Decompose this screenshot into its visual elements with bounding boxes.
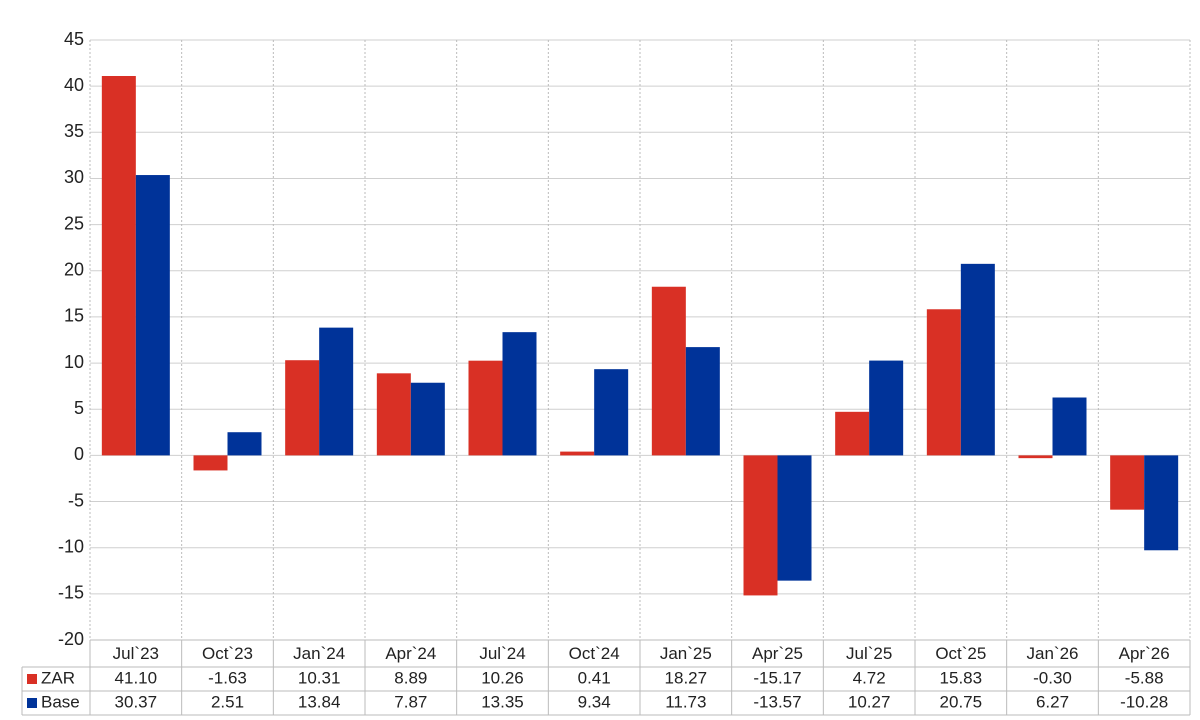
- table-value: 41.10: [115, 668, 158, 687]
- table-value: 10.31: [298, 668, 341, 687]
- y-tick-label: -10: [58, 536, 84, 556]
- bar: [502, 332, 537, 456]
- bar: [101, 76, 136, 456]
- bar: [193, 455, 228, 471]
- y-tick-label: -15: [58, 583, 84, 603]
- table-value: -13.57: [753, 692, 801, 711]
- table-value: 18.27: [665, 668, 708, 687]
- x-tick-label: Apr`24: [385, 644, 436, 663]
- y-tick-label: 35: [64, 121, 84, 141]
- bar: [1144, 455, 1179, 551]
- table-value: 11.73: [665, 692, 706, 711]
- bar: [1052, 397, 1087, 456]
- y-tick-label: 45: [64, 29, 84, 49]
- x-tick-label: Oct`25: [935, 644, 986, 663]
- x-tick-label: Oct`23: [202, 644, 253, 663]
- y-tick-label: -5: [68, 490, 84, 510]
- table-value: 30.37: [115, 692, 158, 711]
- y-tick-label: 0: [74, 444, 84, 464]
- bar: [594, 369, 629, 456]
- y-tick-label: 20: [64, 260, 84, 280]
- bar: [410, 382, 445, 456]
- y-tick-label: -20: [58, 629, 84, 649]
- bar: [319, 327, 354, 456]
- bar: [135, 175, 170, 456]
- legend-label: ZAR: [41, 668, 75, 687]
- bar: [685, 347, 720, 456]
- table-value: 10.26: [481, 668, 524, 687]
- table-value: -5.88: [1125, 668, 1164, 687]
- bar: [1018, 455, 1053, 459]
- bar: [743, 455, 778, 596]
- table-value: 4.72: [853, 668, 886, 687]
- y-tick-label: 15: [64, 306, 84, 326]
- table-value: 8.89: [394, 668, 427, 687]
- table-value: 13.84: [298, 692, 341, 711]
- bar: [1110, 455, 1145, 510]
- table-value: -10.28: [1120, 692, 1168, 711]
- bar: [285, 360, 320, 456]
- table-value: 10.27: [848, 692, 891, 711]
- y-tick-label: 30: [64, 167, 84, 187]
- bar: [560, 451, 595, 456]
- table-value: 6.27: [1036, 692, 1069, 711]
- y-tick-label: 25: [64, 213, 84, 233]
- x-tick-label: Oct`24: [569, 644, 620, 663]
- bar: [777, 455, 812, 581]
- x-tick-label: Jan`26: [1027, 644, 1079, 663]
- table-value: 20.75: [940, 692, 983, 711]
- x-tick-label: Apr`25: [752, 644, 803, 663]
- bar: [468, 360, 503, 456]
- table-value: -15.17: [753, 668, 801, 687]
- x-tick-label: Apr`26: [1119, 644, 1170, 663]
- table-value: 7.87: [394, 692, 427, 711]
- bar: [926, 309, 961, 456]
- table-value: -1.63: [208, 668, 247, 687]
- legend-swatch: [27, 674, 37, 684]
- bar: [869, 360, 904, 456]
- table-value: -0.30: [1033, 668, 1072, 687]
- table-value: 2.51: [211, 692, 244, 711]
- legend-label: Base: [41, 692, 80, 711]
- legend-swatch: [27, 698, 37, 708]
- table-value: 15.83: [940, 668, 983, 687]
- bar: [960, 263, 995, 456]
- y-tick-label: 10: [64, 352, 84, 372]
- x-tick-label: Jul`24: [479, 644, 525, 663]
- x-tick-label: Jul`23: [113, 644, 159, 663]
- x-tick-label: Jan`24: [293, 644, 345, 663]
- bar: [227, 432, 262, 456]
- y-tick-label: 5: [74, 398, 84, 418]
- x-tick-label: Jan`25: [660, 644, 712, 663]
- bar: [651, 286, 686, 456]
- y-tick-label: 40: [64, 75, 84, 95]
- bar: [835, 411, 870, 456]
- x-tick-label: Jul`25: [846, 644, 892, 663]
- bar: [376, 373, 411, 456]
- table-value: 9.34: [578, 692, 611, 711]
- table-value: 13.35: [481, 692, 524, 711]
- table-value: 0.41: [578, 668, 611, 687]
